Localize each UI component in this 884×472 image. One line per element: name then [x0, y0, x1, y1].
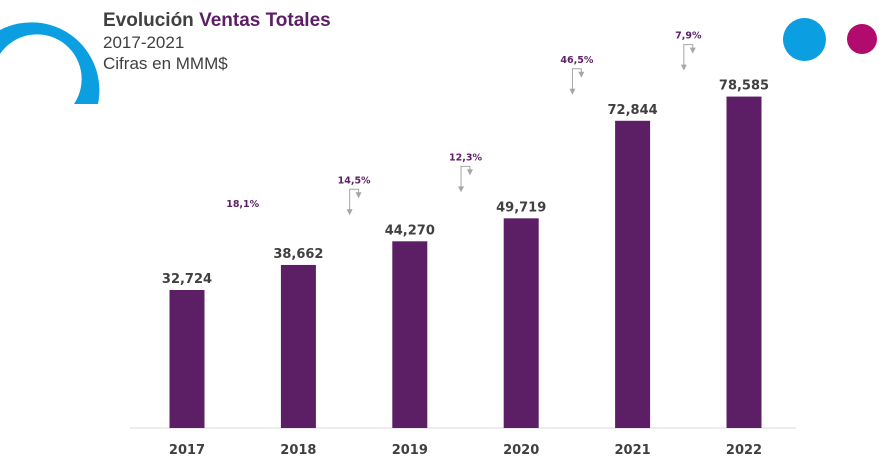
- growth-bracket-2019: [349, 188, 360, 214]
- bar-2022: [726, 96, 762, 429]
- growth-arrowhead-right-2021: [578, 71, 585, 78]
- subtitle-units: Cifras en MMM$: [103, 54, 228, 73]
- value-label-2020: 49,719: [496, 200, 546, 215]
- pink-dot: [847, 24, 877, 54]
- x-tick-2019: 2019: [392, 443, 428, 458]
- title-prefix: Evolución: [103, 10, 194, 31]
- x-tick-2021: 2021: [615, 443, 651, 458]
- value-label-2018: 38,662: [273, 247, 323, 262]
- x-tick-2017: 2017: [169, 443, 205, 458]
- x-tick-2020: 2020: [503, 443, 539, 458]
- chart-title: Evolución Ventas Totales: [103, 10, 331, 32]
- subtitle-years: 2017-2021: [103, 33, 185, 52]
- growth-label-2021: 46,5%: [560, 55, 593, 66]
- title-accent: Ventas Totales: [199, 10, 331, 31]
- growth-bracket-2022: [683, 44, 694, 69]
- growth-arrowhead-right-2022: [689, 47, 696, 54]
- value-label-2022: 78,585: [719, 79, 769, 94]
- growth-label-2020: 12,3%: [449, 152, 482, 163]
- bar-2018: [280, 264, 316, 428]
- growth-arrowhead-left-2022: [680, 64, 687, 71]
- value-label-2019: 44,270: [385, 223, 435, 238]
- bar-2017: [169, 289, 205, 428]
- bar-2021: [615, 120, 651, 429]
- growth-arrowhead-right-2020: [466, 169, 473, 176]
- x-tick-2022: 2022: [726, 443, 762, 458]
- decorative-arc: [0, 22, 100, 104]
- growth-label-2019: 14,5%: [338, 175, 371, 186]
- blue-dot: [783, 18, 826, 61]
- bar-2020: [503, 218, 539, 428]
- x-tick-2018: 2018: [280, 443, 316, 458]
- bar-2019: [392, 241, 428, 428]
- growth-bracket-2021: [571, 68, 582, 93]
- value-label-2021: 72,844: [608, 103, 658, 118]
- growth-arrowhead-left-2019: [346, 209, 353, 216]
- chart-header: Evolución Ventas Totales 2017-2021 Cifra…: [103, 10, 331, 74]
- growth-label-2022: 7,9%: [675, 31, 702, 42]
- value-label-2017: 32,724: [162, 272, 212, 287]
- growth-arrowhead-left-2020: [458, 186, 465, 193]
- growth-label-2018: 18,1%: [226, 199, 259, 210]
- growth-arrowhead-left-2021: [569, 88, 576, 95]
- growth-arrowhead-right-2019: [355, 192, 362, 199]
